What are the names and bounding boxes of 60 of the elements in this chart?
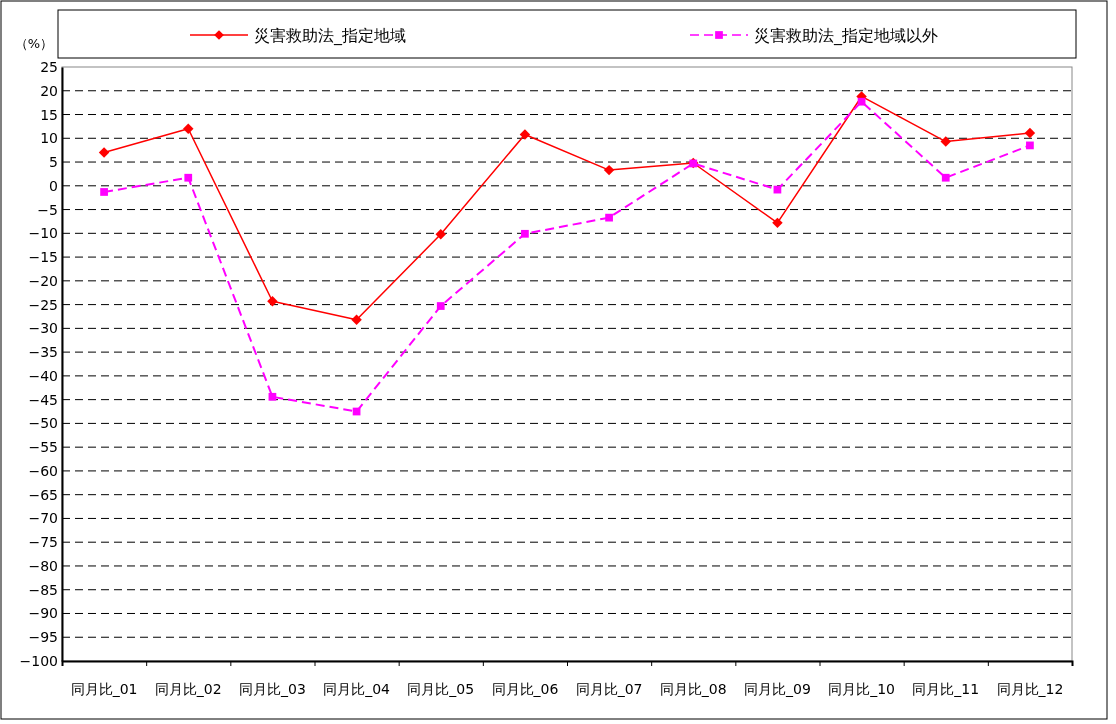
y-tick-label: −30 [28, 320, 58, 337]
x-tick-label: 同月比_03 [239, 681, 306, 697]
x-tick-label: 同月比_12 [996, 681, 1064, 697]
y-tick-label: −100 [19, 652, 58, 669]
y-axis-title: （%） [14, 36, 54, 51]
point [100, 188, 108, 196]
point [435, 229, 446, 240]
point [940, 136, 951, 147]
y-tick-label: −50 [28, 415, 58, 432]
x-tick-label: 同月比_05 [407, 681, 475, 697]
y-tick-label: −80 [28, 557, 58, 574]
point [519, 129, 531, 140]
point [268, 392, 277, 401]
y-tick-label: 25 [40, 58, 58, 75]
y-tick-label: −55 [28, 439, 58, 456]
y-tick-label: 0 [49, 177, 58, 194]
y-tick-label: −85 [28, 581, 58, 598]
x-tick-label: 同月比_01 [70, 681, 138, 697]
x-tick-label: 同月比_08 [659, 681, 727, 697]
x-tick-label: 同月比_09 [744, 681, 811, 697]
y-tick-label: −35 [28, 344, 58, 361]
x-tick-label: 同月比_04 [323, 681, 391, 697]
y-tick-label: −65 [28, 486, 58, 503]
point [98, 147, 110, 158]
y-tick-label: −45 [28, 391, 58, 408]
y-tick-label: −15 [28, 249, 58, 266]
x-tick-label: 同月比_11 [912, 681, 980, 697]
y-tick-label: 10 [40, 130, 58, 147]
legend-label: 災害救助法_指定地域 [254, 26, 406, 46]
point [772, 217, 783, 229]
y-tick-label: −10 [28, 225, 58, 242]
x-tick-label: 同月比_10 [828, 681, 895, 697]
point [351, 314, 362, 326]
point [1026, 141, 1034, 150]
y-tick-label: −75 [28, 534, 58, 551]
point [603, 164, 615, 176]
point [267, 296, 278, 307]
y-tick-label: −90 [28, 605, 58, 622]
x-tick-label: 同月比_07 [575, 681, 643, 697]
x-tick-label: 同月比_02 [154, 681, 222, 697]
point [941, 173, 950, 182]
y-tick-label: −25 [28, 296, 58, 313]
y-tick-label: −20 [28, 272, 58, 289]
point [857, 97, 866, 106]
y-tick-label: 5 [49, 154, 58, 171]
point [1024, 127, 1036, 139]
point [605, 213, 613, 222]
point [436, 302, 445, 310]
x-tick-label: 同月比_06 [491, 681, 559, 697]
y-tick-label: −40 [28, 367, 58, 384]
y-tick-label: 15 [40, 106, 58, 123]
y-tick-label: −5 [37, 201, 58, 218]
point [521, 229, 529, 238]
y-tick-label: −60 [28, 462, 58, 479]
point [184, 173, 193, 182]
point [183, 123, 194, 135]
legend-label: 災害救助法_指定地域以外 [754, 26, 938, 46]
y-tick-label: 20 [40, 82, 58, 99]
y-tick-label: −70 [28, 510, 58, 527]
y-tick-label: −95 [28, 629, 58, 646]
